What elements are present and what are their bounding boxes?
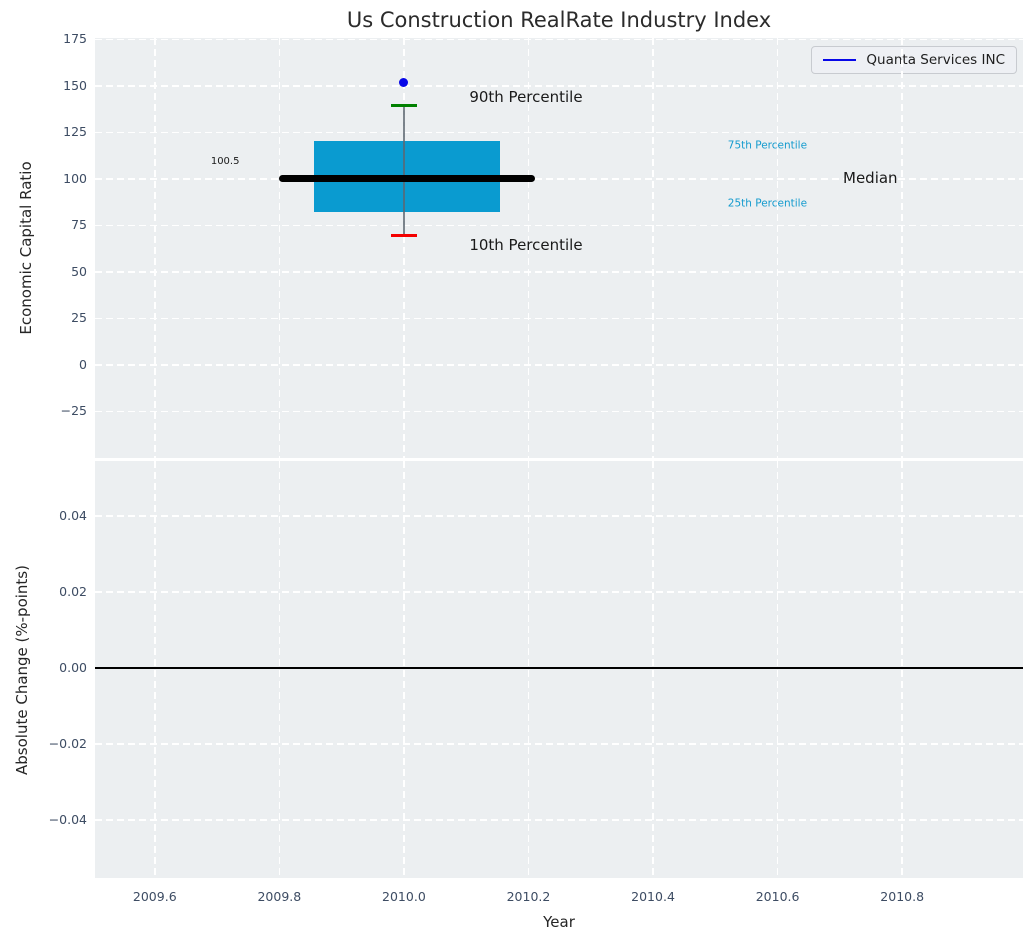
gridline-v xyxy=(901,38,903,458)
gridline-h xyxy=(95,364,1023,366)
annotation-25th-percentile: 25th Percentile xyxy=(727,197,808,210)
gridline-h xyxy=(95,131,1023,134)
y-tick-label: 50 xyxy=(71,263,87,279)
gridline-v xyxy=(527,461,530,878)
legend-label: Quanta Services INC xyxy=(866,52,1005,68)
legend: Quanta Services INC xyxy=(811,46,1017,74)
legend-line-swatch xyxy=(823,58,857,62)
y-tick-label: 25 xyxy=(71,310,87,326)
gridline-v xyxy=(278,38,281,458)
subplot-absolute-change xyxy=(95,461,1023,878)
x-axis-label: Year xyxy=(543,913,575,931)
y-tick-label: 0.04 xyxy=(59,508,87,524)
annotation-100-5: 100.5 xyxy=(210,156,240,168)
gridline-h xyxy=(95,819,1023,821)
y-tick-label: 175 xyxy=(63,31,87,47)
annotation-90th-percentile: 90th Percentile xyxy=(469,88,583,107)
y-tick-label: 100 xyxy=(63,170,87,186)
gridline-v xyxy=(776,461,779,878)
y-tick-label: 0.00 xyxy=(59,659,87,675)
gridline-h xyxy=(95,85,1023,87)
x-tick-label: 2009.8 xyxy=(257,889,302,904)
gridline-v xyxy=(153,38,156,458)
p90-cap xyxy=(390,104,417,108)
gridline-v xyxy=(652,38,654,458)
gridline-v xyxy=(278,461,281,878)
gridline-h xyxy=(95,38,1023,41)
y-tick-label: 150 xyxy=(63,77,87,93)
median-line xyxy=(279,174,535,182)
y-tick-label: 125 xyxy=(63,124,87,140)
gridline-h xyxy=(95,410,1023,413)
gridline-v xyxy=(652,461,654,878)
x-tick-label: 2010.0 xyxy=(382,889,426,904)
x-tick-label: 2010.2 xyxy=(506,889,551,904)
x-tick-label: 2010.4 xyxy=(631,889,675,904)
gridline-h xyxy=(95,515,1023,517)
whisker-line xyxy=(403,105,405,236)
y-tick-label: 75 xyxy=(71,217,87,233)
gridline-h xyxy=(95,591,1023,593)
gridline-v xyxy=(403,461,405,878)
gridline-h xyxy=(95,178,1023,180)
x-tick-label: 2010.8 xyxy=(880,889,925,904)
chart-title: Us Construction RealRate Industry Index xyxy=(346,8,772,32)
gridline-v xyxy=(403,38,405,458)
annotation-75th-percentile: 75th Percentile xyxy=(727,140,808,153)
annotation-10th-percentile: 10th Percentile xyxy=(469,236,583,255)
gridline-h xyxy=(95,271,1023,273)
gridline-h xyxy=(95,224,1023,227)
p10-cap xyxy=(390,234,417,238)
zero-line xyxy=(95,667,1023,669)
x-tick-label: 2009.6 xyxy=(132,889,177,904)
gridline-h xyxy=(95,743,1023,745)
gridline-v xyxy=(527,38,530,458)
y-tick-label: 0 xyxy=(79,356,87,372)
y-tick-label: 0.02 xyxy=(59,584,87,600)
annotation-median: Median xyxy=(843,169,898,188)
company-point xyxy=(399,77,409,87)
y-tick-label: −0.04 xyxy=(48,811,87,827)
gridline-v xyxy=(153,461,156,878)
gridline-v xyxy=(901,461,903,878)
x-tick-label: 2010.6 xyxy=(755,889,800,904)
subplot-economic-capital-ratio: Quanta Services INC 90th Percentile 10th … xyxy=(95,38,1023,458)
y-tick-label: −0.02 xyxy=(48,735,87,751)
gridline-h xyxy=(95,317,1023,320)
gridline-v xyxy=(776,38,779,458)
y-tick-label: −25 xyxy=(60,403,87,419)
